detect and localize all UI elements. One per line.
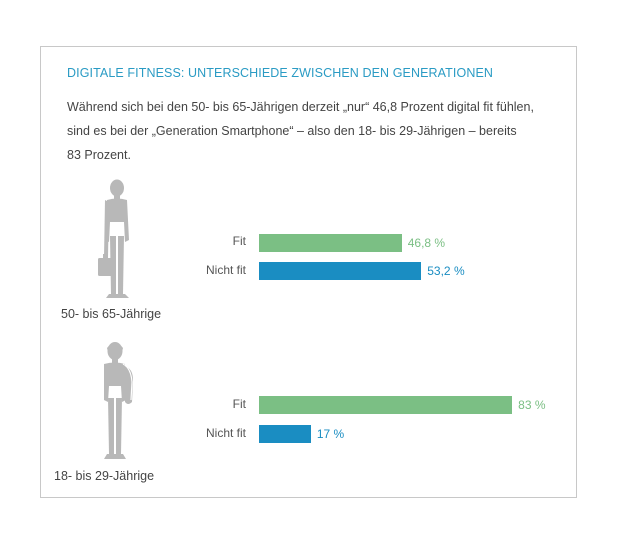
value-label-g1-fit: 46,8 % bbox=[407, 236, 446, 250]
value-label-g2-nicht-fit: 17 % bbox=[316, 427, 345, 441]
value-label-g2-fit: 83 % bbox=[518, 398, 546, 412]
young-person-backpack-figure-icon bbox=[104, 342, 133, 459]
bar-g1-nicht-fit bbox=[259, 262, 422, 280]
group-label-1: 50- bis 65-Jährige bbox=[61, 307, 162, 321]
bar-g1-fit bbox=[259, 234, 402, 252]
group-label-2: 18- bis 29-Jährige bbox=[54, 469, 155, 483]
bar-g2-nicht-fit bbox=[259, 425, 311, 443]
subtitle-line-3: 83 Prozent. bbox=[67, 148, 131, 162]
value-label-g1-nicht-fit: 53,2 % bbox=[427, 264, 465, 278]
chart-subtitle: Während sich bei den 50- bis 65-Jährigen… bbox=[67, 95, 567, 167]
bar-label-g1-fit: Fit bbox=[232, 234, 246, 248]
subtitle-line-2: sind es bei der „Generation Smartphone“ … bbox=[67, 124, 517, 138]
chart-title: DIGITALE FITNESS: UNTERSCHIEDE ZWISCHEN … bbox=[67, 66, 494, 80]
bar-label-g2-nicht-fit: Nicht fit bbox=[205, 426, 246, 440]
bar-label-g1-nicht-fit: Nicht fit bbox=[205, 263, 246, 277]
subtitle-line-1: Während sich bei den 50- bis 65-Jährigen… bbox=[67, 100, 534, 114]
bar-label-g2-fit: Fit bbox=[232, 397, 246, 411]
businessman-figure-icon bbox=[98, 179, 129, 298]
bar-g2-fit bbox=[259, 396, 513, 414]
